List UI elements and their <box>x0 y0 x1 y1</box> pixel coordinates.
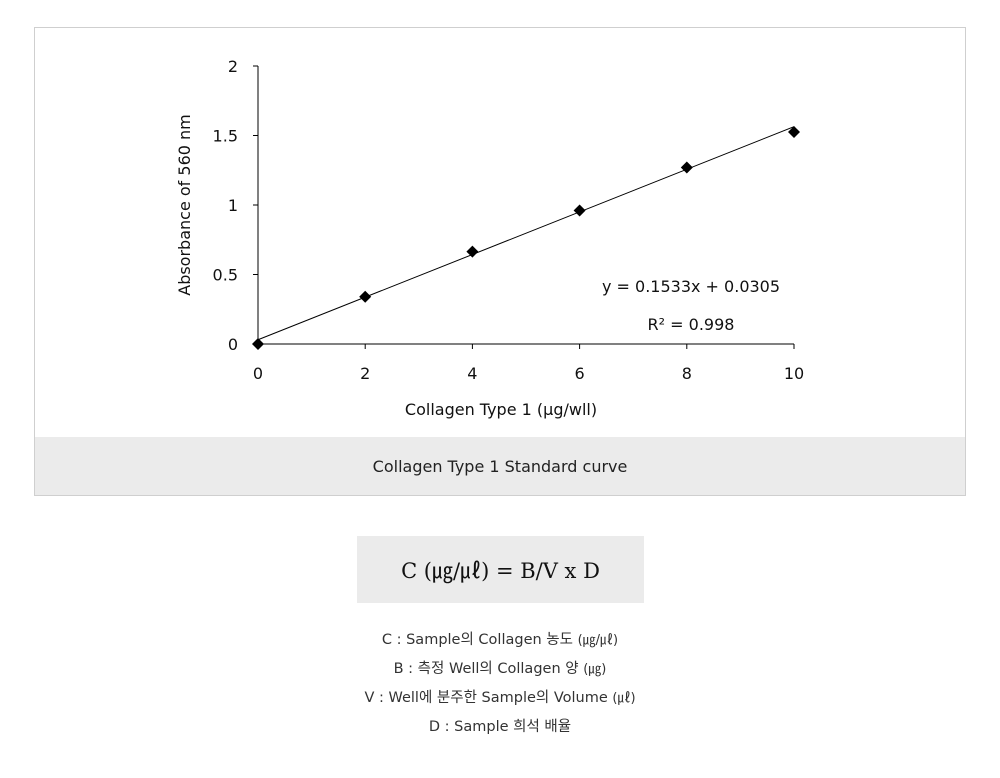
y-tick-label: 0.5 <box>213 266 238 285</box>
definition-d-text: D : Sample 희석 배율 <box>428 719 572 735</box>
formula-text: C (㎍/㎕) = B/V x D <box>401 558 600 583</box>
definition-v-text: V : Well에 분주한 Sample의 Volume <box>364 690 608 706</box>
definition-c-text: C : Sample의 Collagen 농도 <box>381 632 573 648</box>
data-point <box>466 245 479 258</box>
x-tick-label: 0 <box>253 364 263 383</box>
r-squared-label: R² = 0.998 <box>648 315 735 334</box>
trendline <box>257 126 795 341</box>
definition-c: C : Sample의 Collagen 농도 (㎍/㎕) <box>250 626 750 655</box>
x-tick-label: 10 <box>784 364 804 383</box>
y-tick-label: 1 <box>228 196 238 215</box>
definition-b-unit: (㎍) <box>583 662 607 677</box>
data-point <box>573 204 586 217</box>
definition-d: D : Sample 희석 배율 <box>250 713 750 742</box>
definition-c-unit: (㎍/㎕) <box>577 633 619 648</box>
trendline-equation: y = 0.1533x + 0.0305 <box>602 277 780 296</box>
definition-v-unit: (㎕) <box>612 691 636 706</box>
figure-caption: Collagen Type 1 Standard curve <box>372 456 628 476</box>
y-tick-label: 2 <box>228 57 238 76</box>
standard-curve-figure: 0 0.5 1 1.5 2 0 2 4 6 8 10 y = 0.1533x + 0.0305 R… <box>34 27 966 496</box>
data-point <box>359 290 372 303</box>
x-tick-label: 4 <box>467 364 477 383</box>
y-tick-label: 1.5 <box>213 127 238 146</box>
y-axis-label: Absorbance of 560 nm <box>175 114 194 296</box>
x-axis-label: Collagen Type 1 (μg/wll) <box>405 400 597 419</box>
data-point <box>252 338 264 350</box>
concentration-formula: C (㎍/㎕) = B/V x D <box>357 536 644 603</box>
standard-curve-chart: 0 0.5 1 1.5 2 0 2 4 6 8 10 y = 0.1533x + 0.0305 R… <box>175 57 804 419</box>
x-tick-label: 2 <box>360 364 370 383</box>
y-ticks: 0 0.5 1 1.5 2 <box>213 57 258 354</box>
y-tick-label: 0 <box>228 335 238 354</box>
definition-b-text: B : 측정 Well의 Collagen 양 <box>393 661 579 677</box>
figure-caption-band: Collagen Type 1 Standard curve <box>35 437 965 495</box>
x-tick-label: 8 <box>682 364 692 383</box>
x-ticks: 0 2 4 6 8 10 <box>253 344 804 383</box>
data-point <box>680 161 693 174</box>
definition-v: V : Well에 분주한 Sample의 Volume (㎕) <box>250 684 750 713</box>
definition-b: B : 측정 Well의 Collagen 양 (㎍) <box>250 655 750 684</box>
x-tick-label: 6 <box>575 364 585 383</box>
variable-definitions: C : Sample의 Collagen 농도 (㎍/㎕) B : 측정 Wel… <box>250 626 750 742</box>
